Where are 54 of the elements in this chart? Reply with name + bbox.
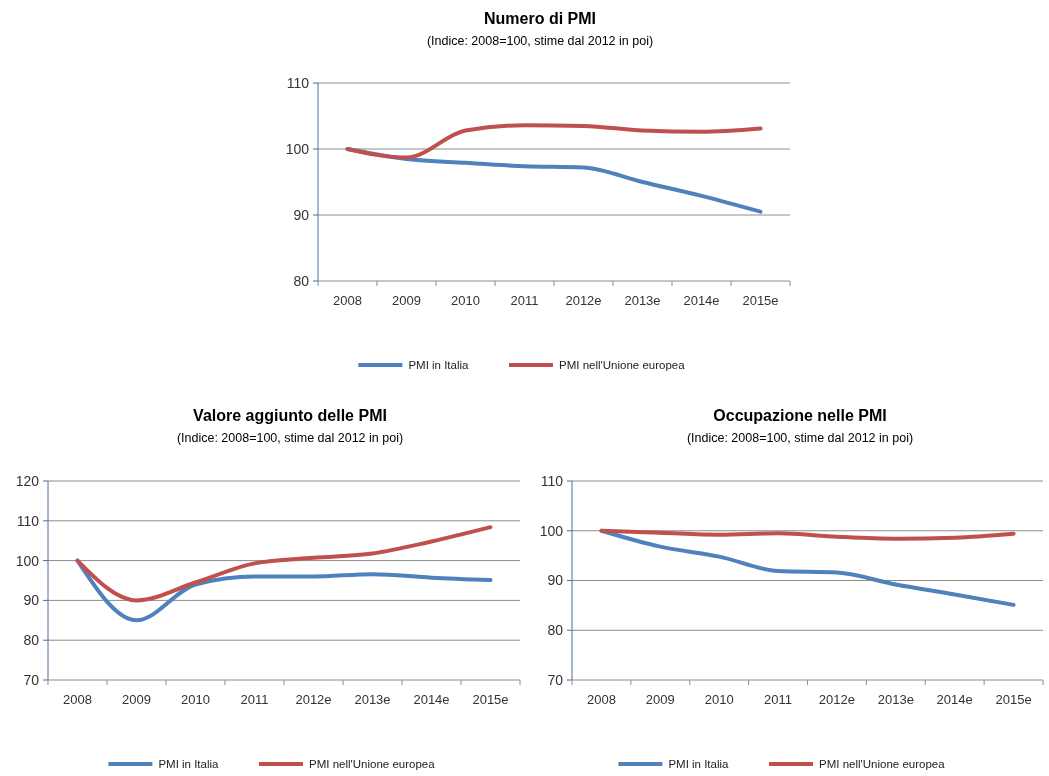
chart-subtitle: (Indice: 2008=100, stime dal 2012 in poi): [426, 34, 654, 48]
x-tick-label: 2011: [764, 692, 793, 707]
x-tick-label: 2011: [510, 293, 539, 308]
legend-label: PMI nell'Unione europea: [309, 758, 436, 770]
x-tick-label: 2008: [333, 293, 362, 308]
x-tick-label: 2009: [645, 692, 675, 707]
y-tick-label: 110: [286, 74, 310, 91]
chart-subtitle: (Indice: 2008=100, stime dal 2012 in poi): [686, 431, 914, 445]
legend-label: PMI in Italia: [158, 758, 220, 770]
line-series: [599, 528, 1016, 541]
x-tick-label: 2015e: [995, 692, 1032, 707]
y-tick-label: 110: [16, 512, 40, 529]
x-tick-label: 2014e: [683, 293, 720, 308]
legend-label: PMI nell'Unione europea: [559, 359, 686, 371]
x-tick-label: 2010: [451, 293, 480, 308]
legend-label: PMI in Italia: [668, 758, 730, 770]
y-tick-label: 90: [547, 572, 564, 589]
x-tick-label: 2010: [704, 692, 734, 707]
y-tick-label: 110: [540, 472, 564, 489]
y-tick-label: 80: [293, 272, 310, 289]
line-series: [345, 123, 763, 160]
x-tick-label: 2010: [181, 692, 210, 707]
y-tick-label: 70: [23, 671, 40, 688]
y-tick-label: 120: [15, 472, 40, 489]
x-tick-label: 2012e: [295, 692, 332, 707]
legend-label: PMI nell'Unione europea: [819, 758, 946, 770]
x-tick-label: 2011: [240, 692, 269, 707]
legend-label: PMI in Italia: [408, 359, 470, 371]
x-tick-label: 2015e: [472, 692, 509, 707]
x-tick-label: 2013e: [877, 692, 914, 707]
y-tick-label: 100: [15, 552, 40, 569]
y-tick-label: 80: [23, 632, 40, 649]
x-tick-label: 2014e: [936, 692, 973, 707]
x-tick-label: 2013e: [354, 692, 391, 707]
x-tick-label: 2015e: [742, 293, 779, 308]
x-tick-label: 2008: [586, 692, 616, 707]
y-tick-label: 100: [285, 140, 310, 157]
x-tick-label: 2013e: [624, 293, 661, 308]
chart-title: Occupazione nelle PMI: [713, 407, 887, 424]
chart-subtitle: (Indice: 2008=100, stime dal 2012 in poi): [176, 431, 404, 445]
y-tick-label: 70: [547, 671, 564, 688]
y-tick-label: 100: [539, 522, 564, 539]
chart-title: Numero di PMI: [483, 10, 597, 27]
y-tick-label: 90: [293, 206, 310, 223]
x-tick-label: 2012e: [565, 293, 602, 308]
y-tick-label: 90: [23, 592, 40, 609]
x-tick-label: 2014e: [413, 692, 450, 707]
x-tick-label: 2012e: [818, 692, 856, 707]
x-tick-label: 2009: [122, 692, 151, 707]
x-tick-label: 2008: [63, 692, 92, 707]
x-tick-label: 2009: [392, 293, 421, 308]
line-series: [75, 525, 493, 603]
y-tick-label: 80: [547, 622, 564, 639]
chart-title: Valore aggiunto delle PMI: [193, 407, 387, 424]
